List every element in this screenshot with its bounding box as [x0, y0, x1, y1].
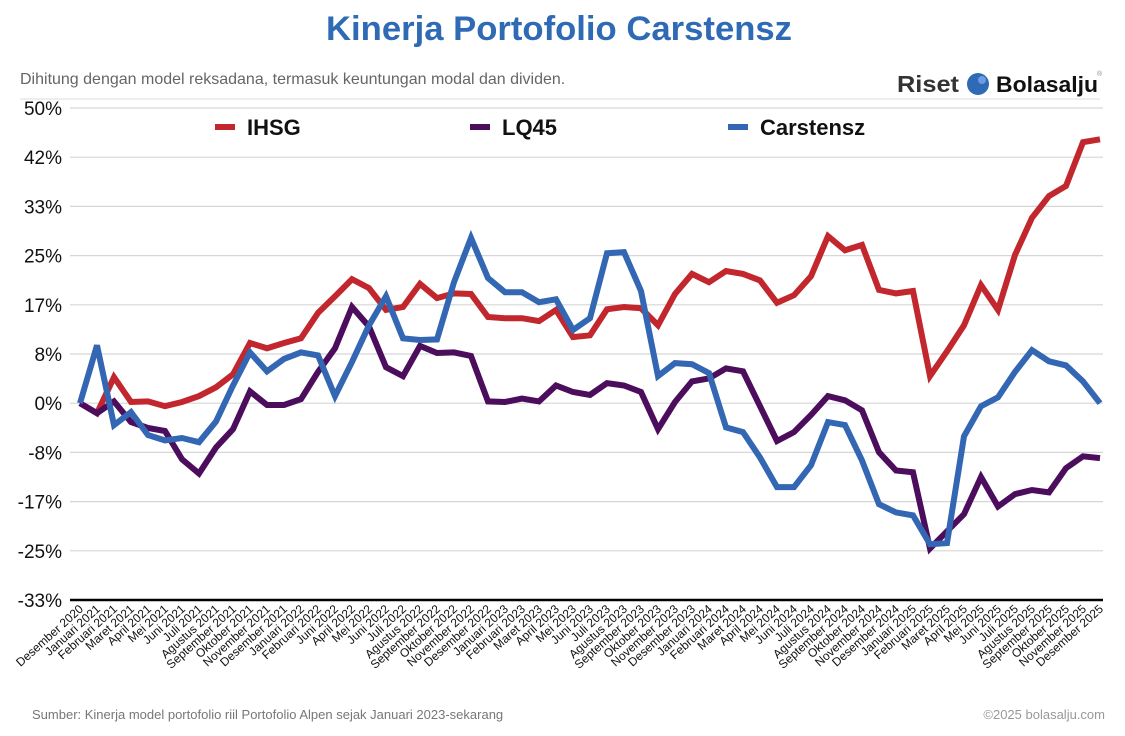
legend-label: IHSG — [247, 115, 301, 140]
y-tick-label: -8% — [28, 443, 62, 464]
y-tick-label: -33% — [18, 591, 62, 612]
source-note: Sumber: Kinerja model portofolio riil Po… — [32, 707, 503, 722]
legend-item-carstensz: Carstensz — [728, 115, 865, 140]
y-axis-labels: 50% 42% 33% 25% 17% 8% 0% -8% -17% -25% -33% — [18, 99, 62, 612]
snowball-logo-icon — [967, 73, 989, 95]
legend-label: Carstensz — [760, 115, 865, 140]
series-line-lq45 — [78, 301, 1101, 555]
legend-label: LQ45 — [502, 115, 557, 140]
gridlines — [70, 107, 1103, 552]
series-lines — [77, 136, 1103, 555]
legend-item-lq45: LQ45 — [470, 115, 557, 140]
legend-item-ihsg: IHSG — [215, 115, 301, 140]
y-tick-label: 25% — [24, 247, 62, 268]
y-tick-label: 33% — [24, 197, 62, 218]
y-tick-label: -17% — [18, 493, 62, 514]
series-line-ihsg — [78, 136, 1101, 418]
y-tick-label: 50% — [24, 99, 62, 120]
y-tick-label: 42% — [24, 148, 62, 169]
registered-mark: ® — [1097, 70, 1103, 78]
chart-title: Kinerja Portofolio Carstensz — [326, 10, 792, 48]
logo-word-riset: Riset — [897, 71, 959, 97]
logo-word-bolasalju: Bolasalju — [996, 72, 1098, 97]
series-line-carstensz — [77, 229, 1103, 548]
legend: IHSG LQ45 Carstensz — [215, 115, 865, 140]
y-tick-label: 0% — [35, 394, 63, 415]
y-tick-label: 17% — [24, 296, 62, 317]
brand-logo: Riset Bolasalju ® — [897, 70, 1103, 97]
snowball-highlight-icon — [978, 76, 986, 84]
y-tick-label: -25% — [18, 542, 62, 563]
y-tick-label: 8% — [35, 345, 63, 366]
chart-subtitle: Dihitung dengan model reksadana, termasu… — [20, 71, 565, 88]
copyright: ©2025 bolasalju.com — [983, 707, 1105, 722]
